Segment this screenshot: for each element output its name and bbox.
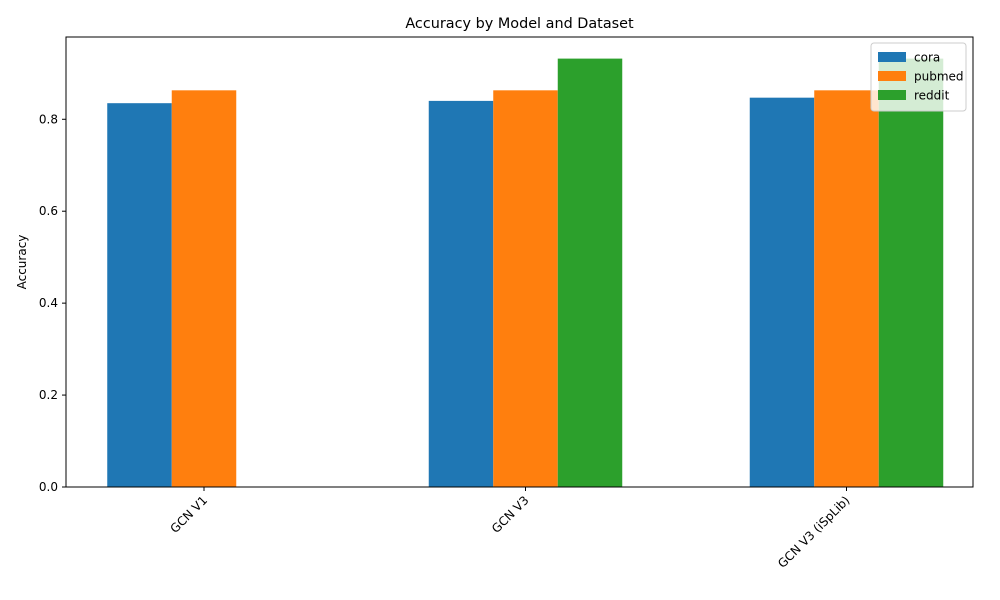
y-tick-label: 0.8 <box>39 112 58 126</box>
bars-layer <box>107 58 944 488</box>
bar-cora <box>428 100 494 487</box>
x-tick-label: GCN V3 <box>489 493 532 536</box>
chart-title: Accuracy by Model and Dataset <box>405 16 634 32</box>
bar-pubmed <box>814 90 879 488</box>
y-tick-label: 0.2 <box>39 388 58 402</box>
x-tick-label: GCN V3 (iSpLib) <box>775 493 853 571</box>
bar-pubmed <box>493 90 558 488</box>
legend-swatch-pubmed <box>878 71 906 81</box>
y-tick-label: 0.4 <box>39 296 58 310</box>
y-tick-label: 0.6 <box>39 204 58 218</box>
x-axis: GCN V1 GCN V3 GCN V3 (iSpLib) <box>167 487 853 571</box>
legend: cora pubmed reddit <box>870 42 967 112</box>
legend-swatch-cora <box>878 52 906 62</box>
y-tick-label: 0.0 <box>39 480 58 494</box>
y-axis: 0.0 0.2 0.4 0.6 0.8 <box>39 112 66 494</box>
bar-cora <box>107 103 172 487</box>
legend-swatch-reddit <box>878 90 906 100</box>
bar-reddit <box>557 58 623 488</box>
bar-cora <box>749 97 815 487</box>
y-axis-label: Accuracy <box>15 235 29 290</box>
x-tick-label: GCN V1 <box>167 493 210 536</box>
legend-label-pubmed: pubmed <box>914 70 964 84</box>
plot-frame <box>65 36 974 488</box>
legend-label-cora: cora <box>914 51 940 65</box>
bar-pubmed <box>171 90 237 488</box>
bar-reddit <box>878 58 944 488</box>
legend-label-reddit: reddit <box>914 89 950 103</box>
